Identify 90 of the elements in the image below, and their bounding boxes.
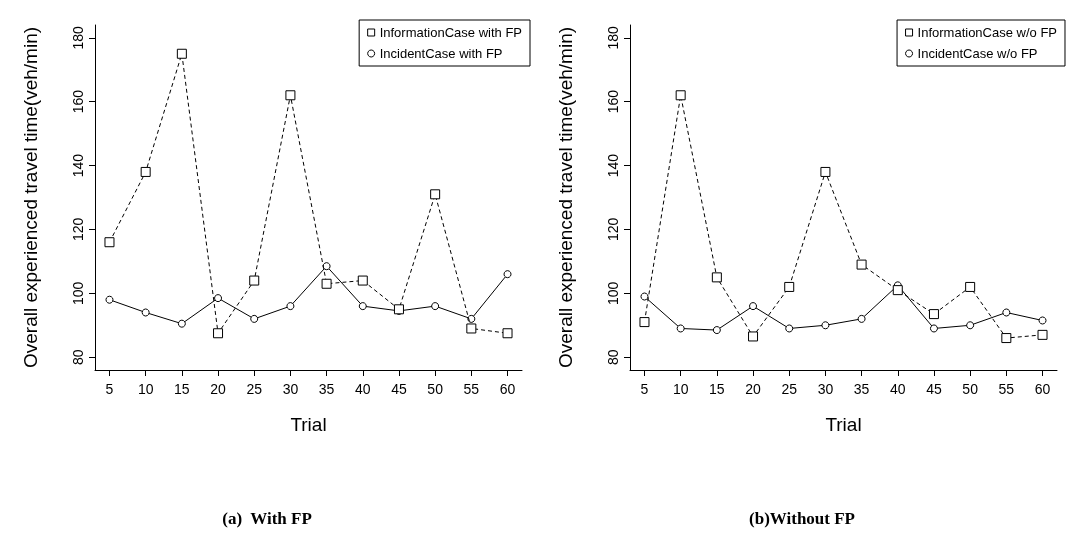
point xyxy=(929,324,938,333)
x-tick-label: 50 xyxy=(962,381,979,397)
point xyxy=(1002,308,1011,317)
y-tick-label: 140 xyxy=(70,153,86,178)
x-tick-label: 60 xyxy=(1034,381,1051,397)
point xyxy=(965,281,976,292)
point xyxy=(675,90,686,101)
x-tick-label: 35 xyxy=(318,381,335,397)
point xyxy=(856,259,867,270)
x-axis-title: Trial xyxy=(290,414,327,435)
point xyxy=(966,321,975,330)
x-tick-label: 30 xyxy=(282,381,299,397)
legend-label: IncidentCase with FP xyxy=(379,46,503,61)
point xyxy=(857,314,866,323)
point xyxy=(466,323,477,334)
legend-label: InformationCase w/o FP xyxy=(917,25,1058,40)
x-tick-label: 20 xyxy=(210,381,227,397)
x-tick-label: 35 xyxy=(853,381,870,397)
x-tick-label: 40 xyxy=(354,381,371,397)
point xyxy=(503,270,512,279)
point xyxy=(928,309,939,320)
y-tick-label: 120 xyxy=(605,217,621,242)
y-tick-label: 100 xyxy=(605,281,621,306)
point xyxy=(711,272,722,283)
legend-label: InformationCase with FP xyxy=(379,25,523,40)
point xyxy=(502,328,513,339)
point xyxy=(250,314,259,323)
x-tick-label: 5 xyxy=(640,381,649,397)
point xyxy=(176,48,187,59)
point xyxy=(322,262,331,271)
y-tick-label: 180 xyxy=(70,25,86,50)
x-axis-title: Trial xyxy=(825,414,862,435)
y-tick-label: 120 xyxy=(70,217,86,242)
y-axis-title: Overall experienced travel time(veh/min) xyxy=(555,26,576,369)
point xyxy=(749,302,758,311)
x-tick-label: 10 xyxy=(672,381,689,397)
point xyxy=(249,275,260,286)
x-tick-label: 55 xyxy=(463,381,480,397)
point xyxy=(712,326,721,335)
point xyxy=(1038,316,1047,325)
y-tick-label: 140 xyxy=(605,153,621,178)
x-tick-label: 60 xyxy=(499,381,516,397)
point xyxy=(676,324,685,333)
point xyxy=(358,302,367,311)
x-tick-label: 25 xyxy=(246,381,263,397)
point xyxy=(748,331,759,342)
y-tick-label: 100 xyxy=(70,281,86,306)
point xyxy=(357,275,368,286)
x-tick-label: 45 xyxy=(926,381,942,397)
point xyxy=(639,317,650,328)
y-tick-label: 160 xyxy=(605,89,621,114)
point xyxy=(1037,329,1048,340)
point xyxy=(140,166,151,177)
x-tick-label: 20 xyxy=(745,381,762,397)
point xyxy=(640,292,649,301)
x-tick-label: 40 xyxy=(889,381,906,397)
point xyxy=(104,237,115,248)
y-tick-label: 80 xyxy=(605,349,621,366)
text: (b)Without FP xyxy=(749,509,855,528)
point xyxy=(431,302,440,311)
point xyxy=(785,324,794,333)
x-tick-label: 15 xyxy=(709,381,725,397)
point xyxy=(213,328,224,339)
text: (a) With FP xyxy=(222,509,312,528)
y-tick-label: 160 xyxy=(70,89,86,114)
y-tick-label: 80 xyxy=(70,349,86,366)
x-tick-label: 30 xyxy=(817,381,834,397)
point xyxy=(214,294,223,303)
x-tick-label: 5 xyxy=(105,381,114,397)
point xyxy=(821,321,830,330)
point xyxy=(177,319,186,328)
x-tick-label: 45 xyxy=(391,381,407,397)
y-axis-title: Overall experienced travel time(veh/min) xyxy=(20,26,41,369)
point xyxy=(105,295,114,304)
legend-label: IncidentCase w/o FP xyxy=(917,46,1038,61)
x-tick-label: 50 xyxy=(427,381,444,397)
point xyxy=(430,189,441,200)
point xyxy=(820,166,831,177)
point xyxy=(1001,333,1012,344)
x-tick-label: 10 xyxy=(137,381,154,397)
point xyxy=(784,281,795,292)
point xyxy=(321,278,332,289)
point xyxy=(285,90,296,101)
point xyxy=(141,308,150,317)
x-tick-label: 15 xyxy=(174,381,190,397)
x-tick-label: 55 xyxy=(998,381,1015,397)
y-tick-label: 180 xyxy=(605,25,621,50)
point xyxy=(892,285,903,296)
point xyxy=(286,302,295,311)
x-tick-label: 25 xyxy=(781,381,798,397)
